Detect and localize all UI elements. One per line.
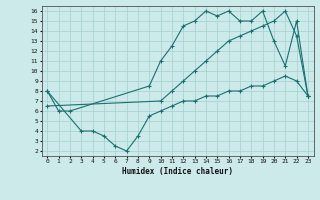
X-axis label: Humidex (Indice chaleur): Humidex (Indice chaleur) xyxy=(122,167,233,176)
